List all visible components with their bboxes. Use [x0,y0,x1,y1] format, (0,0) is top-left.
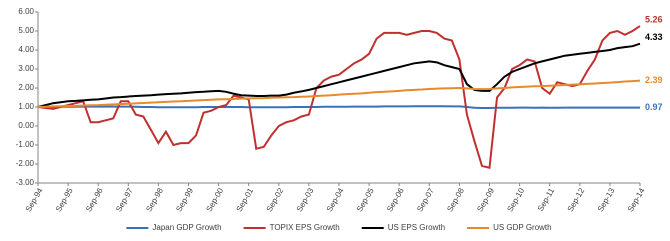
x-tick-label: Sep-14 [626,186,647,213]
series-line [37,25,641,170]
data-label: 4.33 [645,32,663,42]
x-tick-label: Sep-09 [475,186,496,213]
x-tick-label: Sep-94 [24,186,45,213]
data-label: 2.39 [645,75,663,85]
y-tick-label: 2.00 [18,83,34,92]
x-tick-label: Sep-98 [144,186,165,213]
x-tick-label: Sep-12 [566,186,587,213]
y-tick-label: 3.00 [18,64,34,73]
x-tick-label: Sep-13 [596,186,617,213]
series-line [37,42,641,108]
y-tick-label: -2.00 [16,159,35,168]
legend-label: US EPS Growth [388,223,445,232]
x-tick-label: Sep-00 [204,186,225,213]
x-tick-label: Sep-01 [235,186,256,213]
y-tick-label: 6.00 [18,7,34,16]
data-label: 5.26 [645,14,663,24]
x-tick-label: Sep-05 [355,186,376,213]
x-tick-label: Sep-97 [114,186,135,213]
x-tick-label: Sep-99 [174,186,195,213]
x-tick-label: Sep-03 [295,186,316,213]
series-line [38,105,640,109]
x-tick-label: Sep-04 [325,186,346,213]
legend-label: Japan GDP Growth [152,223,221,232]
y-tick-label: 5.00 [18,26,34,35]
x-tick-label: Sep-07 [415,186,436,213]
x-tick-label: Sep-06 [385,186,406,213]
x-tick-label: Sep-10 [505,186,526,213]
legend-label: TOPIX EPS Growth [270,223,340,232]
y-tick-label: 0.00 [18,121,34,130]
series-line [37,79,641,108]
x-tick-label: Sep-02 [265,186,286,213]
y-tick-label: 4.00 [18,45,34,54]
y-tick-label: -3.00 [16,178,35,187]
x-tick-label: Sep-96 [84,186,105,213]
x-tick-label: Sep-95 [54,186,75,213]
x-tick-label: Sep-08 [445,186,466,213]
data-label: 0.97 [645,102,663,112]
y-tick-label: 1.00 [18,102,34,111]
y-tick-label: -1.00 [16,140,35,149]
x-tick-label: Sep-11 [536,186,557,213]
legend-label: US GDP Growth [493,223,552,232]
